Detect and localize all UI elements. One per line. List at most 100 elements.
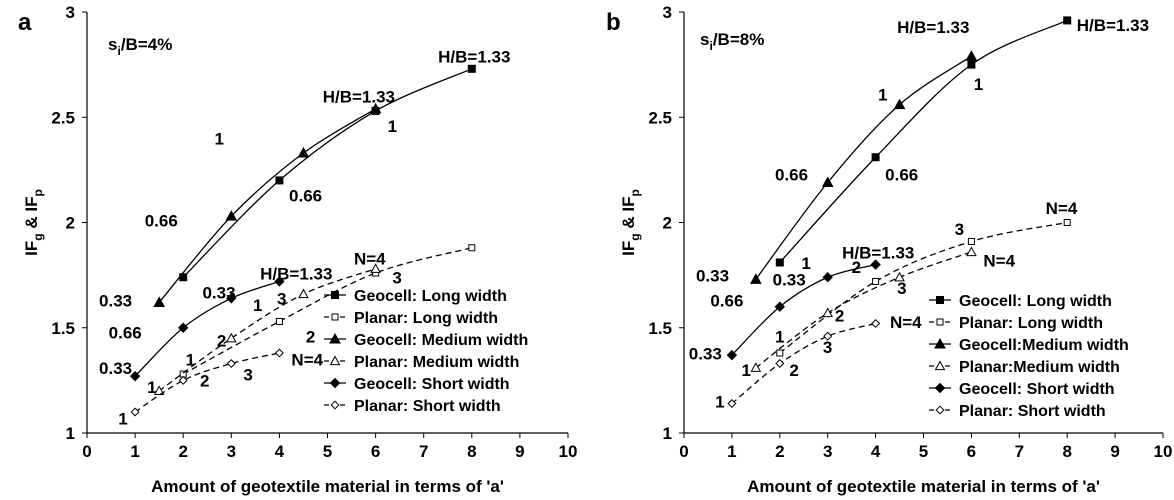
y-axis-label: IFg & IFp (619, 189, 642, 256)
series-line (158, 108, 376, 303)
panel-letter: a (18, 9, 32, 36)
y-tick-label: 3 (66, 3, 75, 22)
y-axis-label-part: IF (619, 241, 638, 256)
annotation-label: 2 (789, 361, 798, 380)
annotation-label: 0.66 (885, 165, 918, 184)
annotation-label: N=4 (354, 250, 386, 269)
data-point (822, 307, 834, 318)
y-tick-label: 1.5 (51, 319, 75, 338)
data-point (1063, 16, 1072, 25)
annotation-label: 1 (118, 410, 127, 429)
legend-label: Planar: Medium width (354, 354, 519, 371)
data-point (274, 276, 285, 287)
annotation-label: H/B=1.33 (842, 243, 914, 262)
data-point (871, 319, 881, 329)
annotation-label: 2 (217, 332, 226, 351)
data-point (153, 385, 165, 395)
x-tick-label: 3 (227, 442, 236, 461)
data-point (775, 258, 784, 267)
data-point (870, 259, 881, 270)
annotation-label: 0.66 (109, 323, 142, 342)
data-point (965, 50, 978, 61)
x-tick-label: 3 (823, 442, 832, 461)
annotation-label: 0.66 (710, 292, 743, 311)
annotation-label: 0.33 (99, 359, 132, 378)
annotation-label: N=4 (983, 252, 1015, 271)
series-line (731, 263, 876, 356)
series-line (779, 221, 1068, 354)
annotation-label: 2 (835, 306, 844, 325)
annotation-label: 0.33 (99, 292, 132, 311)
annotation-label: H/B=1.33 (260, 264, 332, 283)
condition-main: s (700, 30, 709, 49)
annotation-label: 0.33 (773, 271, 806, 290)
x-tick-label: 0 (82, 442, 91, 461)
data-point (177, 322, 189, 333)
data-point (1063, 219, 1071, 226)
data-point (129, 370, 141, 382)
data-point (370, 263, 381, 273)
series-diamond-filled (129, 276, 285, 382)
series-square-filled (775, 16, 1072, 267)
data-point (297, 147, 310, 158)
legend-label: Planar: Long width (959, 315, 1103, 332)
annotation-label: 1 (801, 254, 810, 273)
x-tick-label: 1 (727, 442, 736, 461)
data-point (274, 348, 284, 358)
annotation-label: H/B=1.33 (323, 88, 395, 107)
series-line (755, 251, 972, 369)
data-point (823, 331, 833, 341)
data-point (775, 359, 785, 369)
annotation-label: 1 (974, 75, 983, 94)
annotation-label: N=4 (890, 313, 922, 332)
data-point (468, 244, 476, 252)
y-axis-label: IFg & IFp (22, 189, 45, 256)
y-tick-label: 3 (663, 3, 672, 22)
data-point (130, 407, 140, 417)
annotation-label: 0.33 (202, 283, 235, 302)
legend-marker (934, 337, 946, 349)
series-diamond-filled (726, 259, 881, 361)
data-point (750, 273, 762, 284)
series-line (731, 322, 876, 405)
data-point (822, 272, 833, 283)
series-line (182, 68, 473, 278)
annotation-label: 3 (392, 269, 401, 288)
y-axis-label-subscript: g (31, 233, 45, 240)
annotation-label: 1 (388, 117, 397, 136)
annotation-label: H/B=1.33 (1077, 16, 1149, 35)
legend-label: Geocell: Long width (959, 293, 1112, 310)
annotation-label: 2 (200, 372, 209, 391)
series-diamond-open (130, 348, 284, 417)
x-tick-label: 5 (323, 442, 332, 461)
x-tick-label: 2 (775, 442, 784, 461)
x-tick-label: 5 (919, 442, 928, 461)
x-tick-label: 9 (515, 442, 524, 461)
series-triangle-open (153, 263, 381, 395)
x-tick-label: 10 (1154, 442, 1173, 461)
annotation-label: 1 (775, 327, 784, 346)
annotation-label: 3 (823, 338, 832, 357)
annotation-label: 0.66 (289, 186, 322, 205)
condition-subscript: i (709, 39, 712, 53)
x-tick-label: 6 (967, 442, 976, 461)
series-line (755, 55, 972, 280)
legend-label: Geocell: Long width (354, 288, 507, 305)
annotation-label: 3 (897, 279, 906, 298)
x-tick-label: 9 (1110, 442, 1119, 461)
y-tick-label: 1.5 (648, 319, 672, 338)
data-point (298, 288, 309, 299)
legend-label: Geocell:Medium width (959, 337, 1129, 354)
annotation-label: 1 (214, 130, 223, 149)
x-tick-label: 2 (178, 442, 187, 461)
series-triangle-filled (153, 102, 382, 307)
legend-marker (330, 400, 340, 410)
y-tick-label: 1 (66, 424, 75, 443)
annotation-label: 3 (955, 220, 964, 239)
data-point (893, 98, 906, 110)
annotation-label: 1 (878, 85, 887, 104)
annotation-label: 0.33 (689, 344, 722, 363)
